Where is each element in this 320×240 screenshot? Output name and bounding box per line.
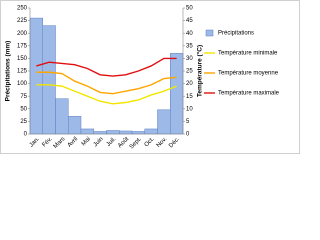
bar [131,131,145,135]
bar [93,131,107,135]
y-tick-label: 250 [17,6,28,12]
y2-tick-label: 25 [186,69,193,75]
bar [157,109,171,135]
bar [29,17,43,135]
y-tick-label: 75 [20,94,27,100]
line [36,71,177,95]
legend-label: Température minimale [218,51,278,57]
legend-label: Température maximale [218,91,280,97]
legend-swatch [205,29,214,37]
y-tick-label: 0 [24,132,28,138]
bar [55,98,69,135]
y2-tick-label: 30 [186,56,193,62]
y-axis-title: Précipitations (mm) [5,41,12,102]
line [36,57,177,77]
y2-tick-label: 20 [186,81,193,87]
bar [42,25,56,135]
y2-tick-label: 15 [186,94,193,100]
y-tick-label: 50 [20,106,27,112]
legend-label: Température moyenne [218,71,279,77]
y2-tick-label: 0 [186,132,190,138]
x-tick-label: Mai [81,136,92,147]
line [36,84,177,105]
y2-tick-label: 35 [186,43,193,49]
y2-tick-label: 10 [186,106,193,112]
bar [68,116,82,135]
legend-label: Précipitations [218,31,254,37]
y2-tick-label: 40 [186,31,193,37]
y-tick-label: 200 [17,31,28,37]
y-tick-label: 225 [17,18,28,24]
y2-tick-label: 45 [186,18,193,24]
bar [144,128,158,135]
y-tick-label: 125 [17,69,28,75]
y2-axis-title: Température (°C) [196,45,204,97]
y2-tick-label: 5 [186,119,190,125]
bar [80,128,94,135]
chart: Précipitations (mm) Température (°C) 0 25… [0,0,300,154]
bar [119,130,133,135]
y-tick-label: 25 [20,119,27,125]
bar [170,53,184,135]
y-tick-label: 175 [17,43,28,49]
y-tick-label: 100 [17,81,28,87]
y-tick-label: 150 [17,56,28,62]
bar [106,130,120,135]
y2-tick-label: 50 [186,6,193,12]
